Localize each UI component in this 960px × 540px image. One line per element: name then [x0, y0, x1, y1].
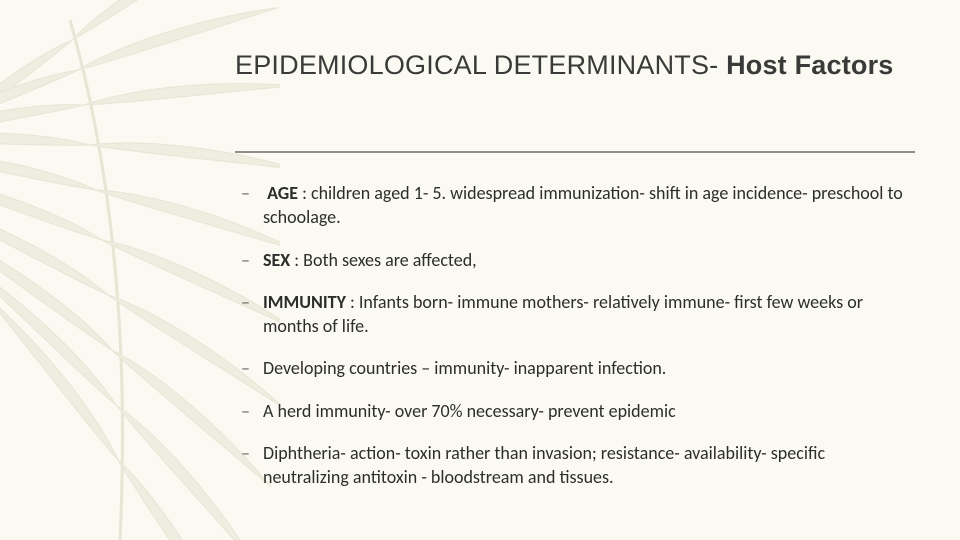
title-underline: [235, 151, 915, 153]
bullet-item: SEX : Both sexes are affected,: [235, 248, 915, 272]
bullet-text: : Infants born- immune mothers- relative…: [263, 291, 863, 337]
bullet-item: Diphtheria- action- toxin rather than in…: [235, 441, 915, 490]
slide-content: EPIDEMIOLOGICAL DETERMINANTS- Host Facto…: [235, 50, 925, 508]
bullet-text: A herd immunity- over 70% necessary- pre…: [263, 400, 676, 422]
bullet-item: A herd immunity- over 70% necessary- pre…: [235, 399, 915, 423]
title-bold-part: Host Factors: [726, 50, 893, 80]
bullet-text: : children aged 1- 5. widespread immuniz…: [263, 182, 903, 228]
bullet-lead: IMMUNITY: [263, 291, 346, 313]
bullet-item: Developing countries – immunity- inappar…: [235, 356, 915, 380]
bullet-lead: AGE: [267, 182, 298, 204]
bullet-item: AGE : children aged 1- 5. widespread imm…: [235, 181, 915, 230]
title-plain-part: EPIDEMIOLOGICAL DETERMINANTS-: [235, 50, 726, 80]
slide-title: EPIDEMIOLOGICAL DETERMINANTS- Host Facto…: [235, 50, 925, 81]
bullet-text: Diphtheria- action- toxin rather than in…: [263, 442, 825, 488]
bullet-text: Developing countries – immunity- inappar…: [263, 357, 666, 379]
bullet-item: IMMUNITY : Infants born- immune mothers-…: [235, 290, 915, 339]
bullet-list: AGE : children aged 1- 5. widespread imm…: [235, 181, 915, 490]
bullet-lead: SEX: [263, 249, 290, 271]
bullet-text: : Both sexes are affected,: [290, 249, 476, 271]
